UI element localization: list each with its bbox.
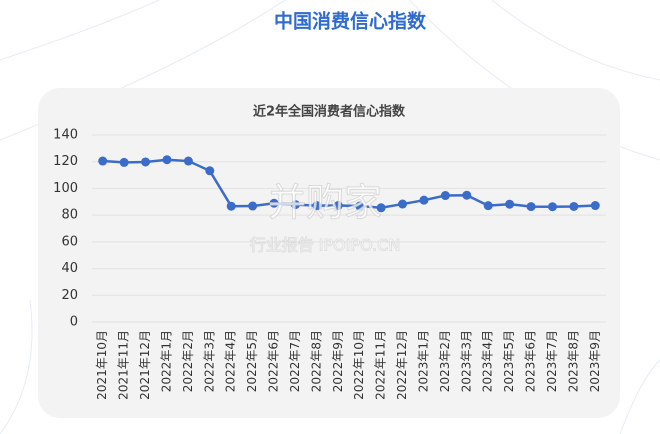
x-tick-label: 2023年4月 bbox=[481, 330, 495, 392]
data-point bbox=[162, 155, 172, 165]
x-tick-label: 2022年2月 bbox=[181, 330, 195, 392]
data-point bbox=[462, 190, 472, 200]
data-point bbox=[419, 195, 429, 205]
x-tick-label: 2022年3月 bbox=[202, 330, 216, 392]
x-tick-label: 2022年9月 bbox=[331, 330, 345, 392]
data-point bbox=[483, 201, 493, 211]
x-tick-label: 2022年1月 bbox=[159, 330, 173, 392]
data-point bbox=[355, 201, 365, 211]
x-tick-label: 2023年3月 bbox=[459, 330, 473, 392]
y-tick-label: 140 bbox=[53, 128, 78, 143]
x-tick-label: 2021年11月 bbox=[117, 330, 131, 400]
data-point bbox=[547, 202, 557, 212]
x-tick-label: 2022年12月 bbox=[395, 330, 409, 400]
watermark-caption: 行业报告 IPOIPO.CN bbox=[250, 236, 401, 255]
y-tick-label: 40 bbox=[61, 261, 78, 276]
y-tick-label: 120 bbox=[53, 154, 78, 169]
data-point bbox=[183, 156, 193, 166]
y-tick-label: 0 bbox=[70, 315, 78, 330]
x-tick-label: 2021年12月 bbox=[138, 330, 152, 400]
x-tick-label: 2022年7月 bbox=[288, 330, 302, 392]
data-point bbox=[505, 199, 515, 209]
x-tick-label: 2022年11月 bbox=[374, 330, 388, 400]
x-tick-label: 2022年10月 bbox=[352, 330, 366, 400]
x-tick-label: 2023年8月 bbox=[566, 330, 580, 392]
data-point bbox=[98, 156, 108, 166]
x-tick-label: 2021年10月 bbox=[95, 330, 109, 400]
x-tick-label: 2022年4月 bbox=[224, 330, 238, 392]
page-title: 中国消费信心指数 bbox=[274, 10, 427, 33]
x-tick-label: 2022年8月 bbox=[309, 330, 323, 392]
data-point bbox=[526, 202, 536, 212]
x-tick-label: 2023年5月 bbox=[502, 330, 516, 392]
chart-title: 近2年全国消费者信心指数 bbox=[253, 104, 406, 120]
data-point bbox=[205, 166, 215, 176]
y-tick-label: 100 bbox=[53, 181, 78, 196]
data-point bbox=[141, 157, 151, 167]
data-point bbox=[290, 200, 300, 210]
data-point bbox=[333, 201, 343, 211]
y-tick-label: 20 bbox=[61, 288, 78, 303]
x-tick-label: 2023年7月 bbox=[545, 330, 559, 392]
chart: 0 20 40 60 80 100 120 140 2021年10月 2021年11月 2021年1… bbox=[53, 128, 606, 400]
chart-card bbox=[38, 88, 620, 418]
x-tick-label: 2023年6月 bbox=[524, 330, 538, 392]
x-tick-label: 2023年2月 bbox=[438, 330, 452, 392]
y-tick-label: 60 bbox=[61, 234, 78, 249]
y-tick-label: 80 bbox=[61, 208, 78, 223]
data-point bbox=[312, 201, 322, 211]
x-tick-label: 2023年9月 bbox=[588, 330, 602, 392]
data-point bbox=[440, 191, 450, 201]
data-point bbox=[569, 201, 579, 211]
data-point bbox=[376, 203, 386, 213]
x-tick-label: 2022年5月 bbox=[245, 330, 259, 392]
data-point bbox=[119, 157, 129, 167]
data-point bbox=[226, 201, 236, 211]
data-point bbox=[398, 199, 408, 209]
data-point bbox=[269, 198, 279, 208]
data-point bbox=[248, 201, 258, 211]
data-point bbox=[590, 201, 600, 211]
x-tick-label: 2023年1月 bbox=[416, 330, 430, 392]
x-tick-label: 2022年6月 bbox=[267, 330, 281, 392]
watermark-brand: 并购家 bbox=[268, 181, 382, 225]
